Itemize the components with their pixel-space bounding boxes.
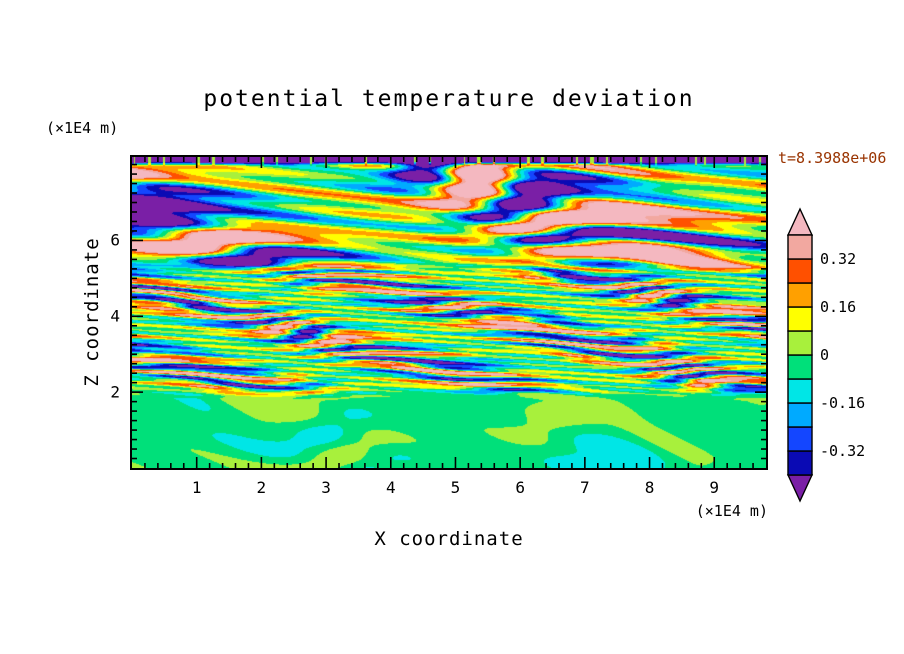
- plot-title: potential temperature deviation: [203, 86, 695, 112]
- plot-area: [130, 155, 768, 470]
- colorbar-band: [787, 426, 813, 452]
- x-tick-label: 8: [644, 478, 655, 497]
- colorbar-band: [787, 306, 813, 332]
- colorbar-band: [787, 402, 813, 428]
- x-tick-label: 1: [191, 478, 202, 497]
- x-tick-label: 9: [709, 478, 720, 497]
- x-tick-label: 4: [385, 478, 396, 497]
- contour-field-canvas: [132, 157, 766, 468]
- timestamp-label: t=8.3988e+06: [778, 149, 887, 167]
- colorbar-band: [787, 450, 813, 476]
- colorbar-band: [787, 330, 813, 356]
- x-tick-label: 6: [515, 478, 525, 497]
- colorbar: 0.32 0.16 0 -0.16 -0.32: [786, 207, 865, 503]
- x-axis-title: X coordinate: [374, 528, 524, 550]
- colorbar-tick-label: -0.32: [820, 442, 865, 460]
- colorbar-tick-label: -0.16: [820, 394, 865, 412]
- x-tick-label: 2: [256, 478, 267, 497]
- colorbar-band: [787, 354, 813, 380]
- x-axis-unit-label: (×1E4 m): [695, 502, 768, 520]
- colorbar-band: [787, 282, 813, 308]
- z-axis-unit-label: (×1E4 m): [46, 119, 119, 137]
- colorbar-tick-label: 0: [820, 346, 829, 364]
- axis-ticks: [132, 157, 766, 468]
- x-tick-label: 3: [321, 478, 331, 497]
- colorbar-band: [787, 258, 813, 284]
- colorbar-tick-label: 0.16: [820, 298, 856, 316]
- colorbar-band: [787, 234, 813, 260]
- x-tick-label: 7: [580, 478, 590, 497]
- colorbar-tick-label: 0.32: [820, 250, 856, 268]
- colorbar-band: [787, 378, 813, 404]
- x-tick-label: 5: [450, 478, 461, 497]
- z-axis-title: Z coordinate: [81, 237, 103, 387]
